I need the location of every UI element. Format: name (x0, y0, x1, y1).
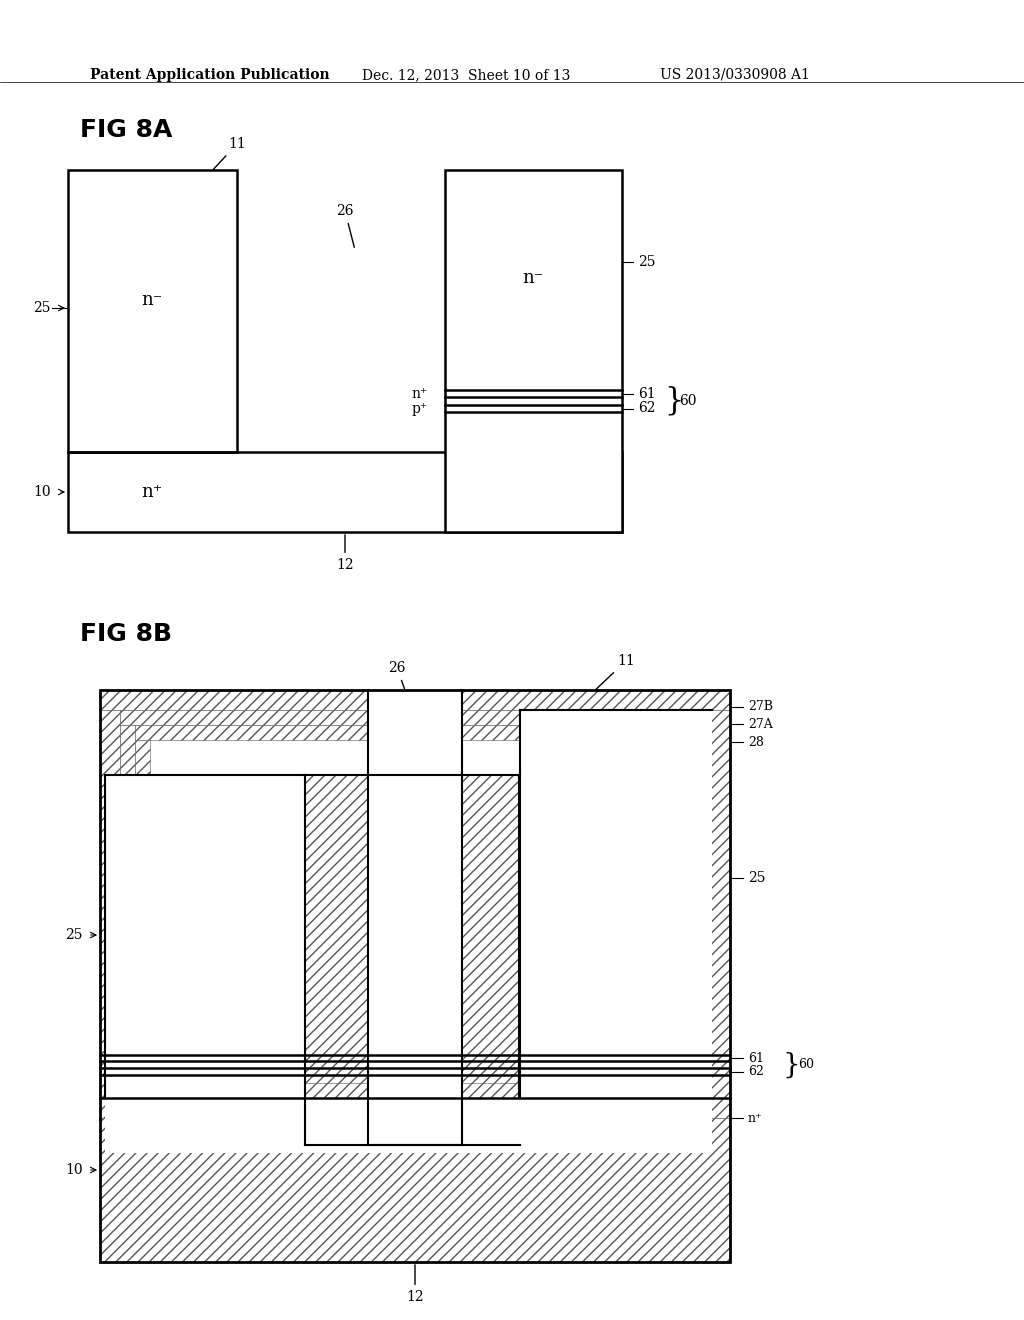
Text: 26: 26 (336, 205, 354, 247)
Bar (105, 1098, 712, 1152)
Text: 26: 26 (388, 661, 414, 715)
Text: n⁻: n⁻ (522, 269, 544, 286)
Text: 28: 28 (748, 735, 764, 748)
Text: 61: 61 (748, 1052, 764, 1064)
Bar (695, 710, 710, 1118)
Bar (120, 710, 710, 725)
Bar (462, 775, 520, 1098)
Text: 25: 25 (66, 928, 83, 942)
Bar (100, 1118, 730, 1262)
Bar (100, 690, 730, 1262)
Bar (305, 1082, 520, 1144)
Text: 62: 62 (748, 1065, 764, 1078)
Text: n⁻: n⁻ (141, 290, 163, 309)
Bar (135, 741, 150, 1098)
Bar (710, 710, 730, 1118)
Bar (445, 170, 622, 532)
Text: 12: 12 (336, 535, 354, 572)
Text: 61: 61 (638, 387, 655, 400)
Bar (135, 725, 695, 741)
Bar (105, 775, 305, 1098)
Bar (120, 1098, 710, 1118)
Text: p⁺: p⁺ (530, 1078, 545, 1092)
Text: 10: 10 (34, 484, 51, 499)
Text: n⁺: n⁺ (595, 1030, 609, 1043)
Text: n⁺: n⁺ (150, 1162, 171, 1179)
Text: 11: 11 (592, 653, 635, 693)
Text: n⁻: n⁻ (195, 927, 216, 944)
Text: US 2013/0330908 A1: US 2013/0330908 A1 (660, 69, 810, 82)
Text: 25: 25 (34, 301, 51, 315)
Bar (100, 690, 730, 1262)
Text: n⁺: n⁺ (748, 1111, 763, 1125)
Text: 12: 12 (407, 1265, 424, 1304)
Bar (68, 170, 237, 451)
Text: 11: 11 (212, 137, 246, 172)
Text: 25: 25 (638, 255, 655, 269)
Bar (135, 1082, 695, 1098)
Bar (100, 690, 730, 710)
Bar (520, 710, 712, 1098)
Text: 27A: 27A (748, 718, 773, 730)
Text: FIG 8B: FIG 8B (80, 622, 172, 645)
Text: Patent Application Publication: Patent Application Publication (90, 69, 330, 82)
Bar (68, 451, 622, 532)
Bar (100, 710, 120, 1118)
Bar (120, 725, 135, 1118)
Bar (680, 725, 695, 1098)
Text: }: } (782, 1051, 800, 1078)
Text: n⁺: n⁺ (141, 483, 163, 502)
Text: 27B: 27B (748, 701, 773, 714)
Text: FIG 8A: FIG 8A (80, 117, 172, 143)
Text: 10: 10 (66, 1163, 83, 1177)
Text: n⁺: n⁺ (412, 387, 428, 400)
Bar (368, 690, 462, 1144)
Text: 60: 60 (679, 393, 696, 408)
Text: 25: 25 (748, 871, 766, 884)
Text: 60: 60 (798, 1059, 814, 1072)
Text: }: } (664, 385, 683, 417)
Text: n⁻: n⁻ (605, 861, 627, 879)
Text: p⁺: p⁺ (412, 401, 428, 416)
Text: 62: 62 (638, 401, 655, 416)
Text: Dec. 12, 2013  Sheet 10 of 13: Dec. 12, 2013 Sheet 10 of 13 (362, 69, 570, 82)
Bar (305, 775, 368, 1098)
